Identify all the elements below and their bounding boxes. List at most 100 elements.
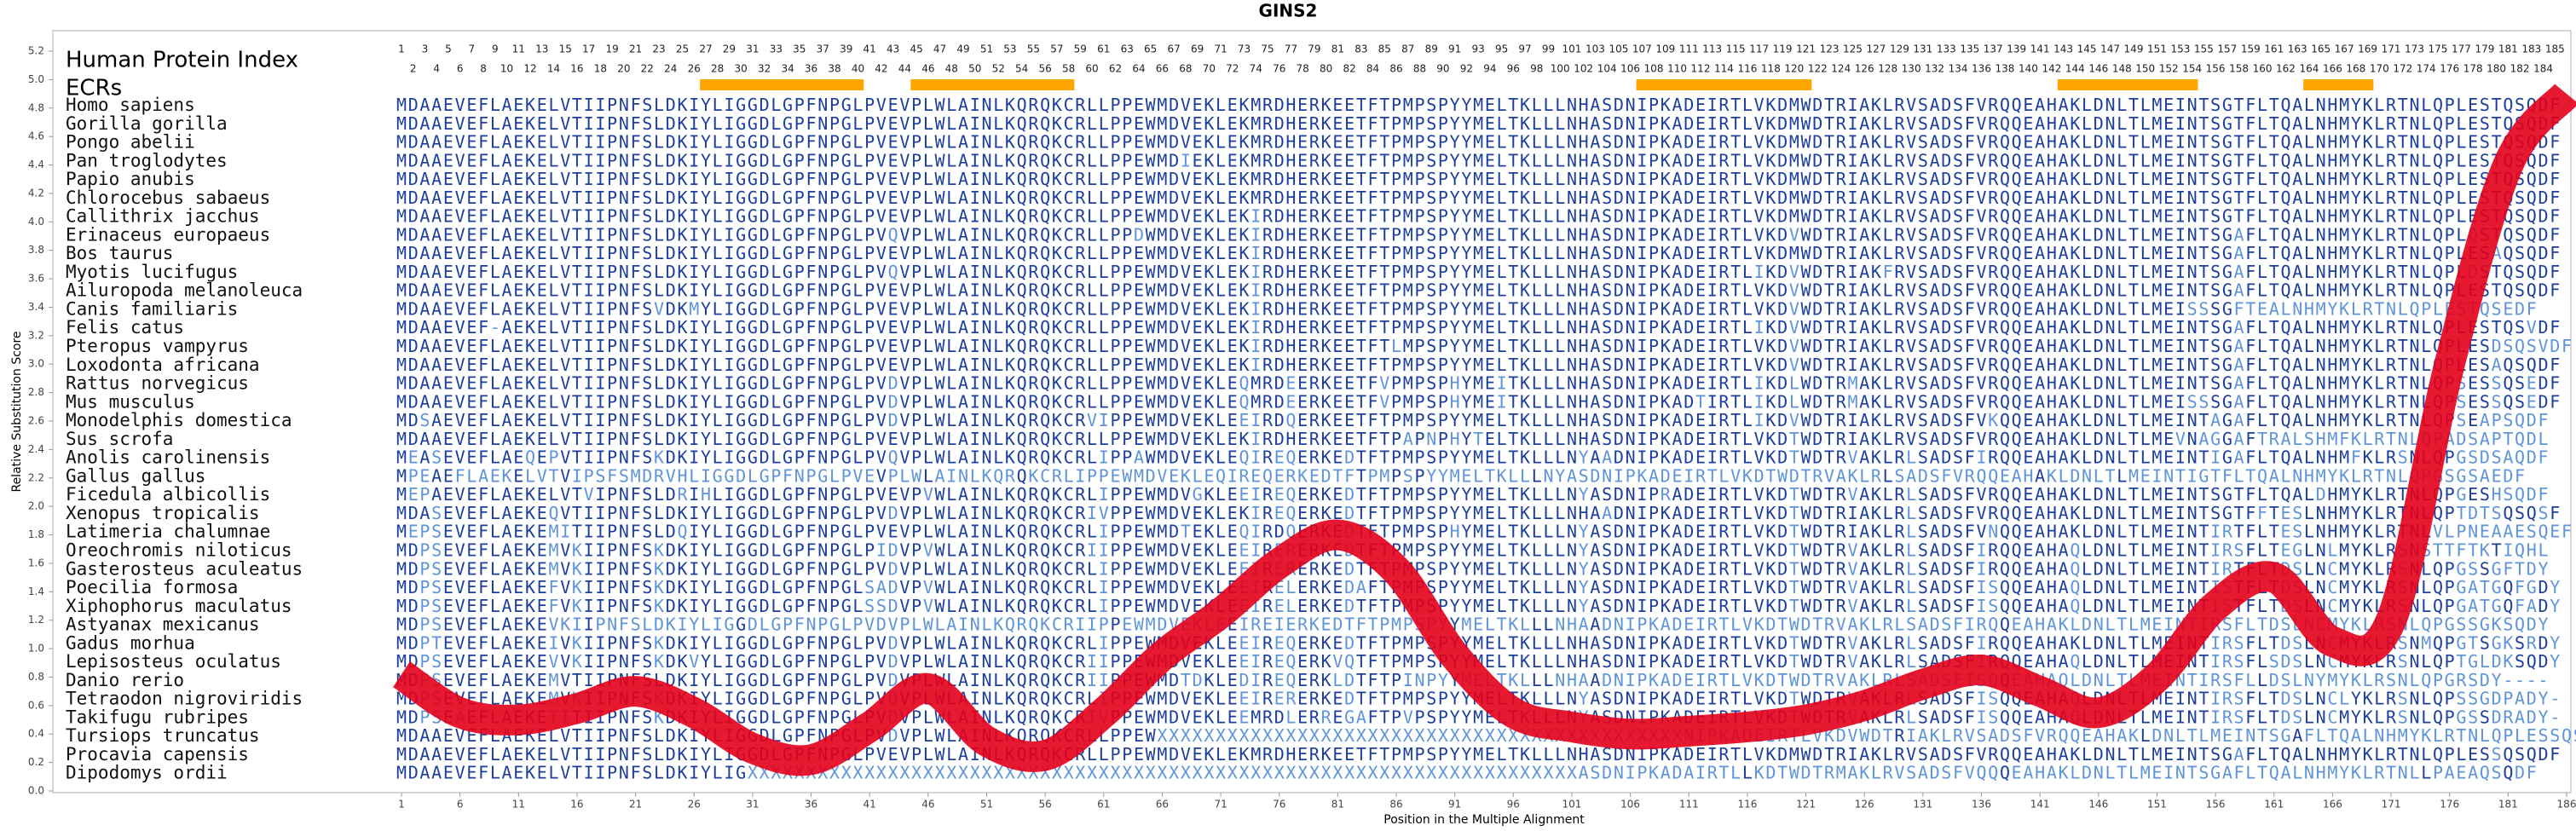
index-number: 54 [1015,63,1028,75]
index-number: 152 [2159,63,2179,75]
species-name: Homo sapiens [66,95,195,115]
sequence: MDAAEVEFLAEKELVTIIPNFSVDKMYLIGGDLGPFNPGL… [396,298,2537,319]
index-number: 30 [735,63,748,75]
index-number: 172 [2393,63,2412,75]
index-number: 69 [1191,43,1204,55]
index-number: 99 [1542,43,1555,55]
y-tick-label: 1.2 [28,614,44,626]
index-number: 141 [2030,43,2050,55]
index-number: 173 [2405,43,2424,55]
index-number: 10 [500,63,513,75]
y-tick-label: 2.6 [28,415,44,427]
index-number: 144 [2065,63,2085,75]
index-number: 155 [2194,43,2214,55]
index-number: 167 [2335,43,2354,55]
index-number: 79 [1308,43,1320,55]
index-number: 56 [1038,63,1051,75]
index-number: 145 [2077,43,2097,55]
x-tick-label: 26 [688,799,701,811]
index-number: 83 [1354,43,1367,55]
chart-title: GINS2 [1259,1,1318,21]
index-number: 176 [2440,63,2459,75]
index-number: 42 [875,63,887,75]
y-tick-label: 0.6 [28,699,44,711]
sequence: MDAAEVEFLAEKELVTIIPNFSLDKIYLIGGDLGPFNPGL… [396,336,2572,356]
x-tick-label: 176 [2440,799,2459,811]
index-number: 1 [398,43,405,55]
sequence: MDAAEVEFLAEKELVTIIPNFSLDKIYLIGXXXXXXXXXX… [396,762,2537,782]
sequence: MDAAEVEFLAEKELVTIIPNFSLDKIYLIGGDLGPFNPGL… [396,243,2560,263]
x-tick-label: 131 [1913,799,1932,811]
species-name: Gorilla gorilla [66,113,228,134]
index-number: 58 [1062,63,1075,75]
index-number: 74 [1250,63,1262,75]
species-name: Pongo abelii [66,132,195,153]
index-number: 48 [945,63,958,75]
index-number: 2 [410,63,417,75]
index-number: 133 [1937,43,1956,55]
index-number: 102 [1574,63,1593,75]
y-tick-label: 1.4 [28,586,44,597]
species-name: Myotis lucifugus [66,262,238,282]
index-number: 134 [1949,63,1968,75]
index-number: 165 [2311,43,2331,55]
y-tick-label: 3.0 [28,358,44,370]
sequence: MEPSEVEFLAEKEMITIIPNFSLDQIYLIGGDLGPFNPGL… [396,521,2572,541]
index-number: 142 [2042,63,2061,75]
index-number: 103 [1585,43,1605,55]
sequence: MDAAEVEFLAEKELVTIIPNFSLDKIYLIGGDLGPFNPGL… [396,205,2560,226]
species-name: Procavia capensis [66,744,249,765]
index-number: 153 [2170,43,2190,55]
index-number: 64 [1132,63,1145,75]
index-number: 77 [1285,43,1297,55]
index-number: 160 [2253,63,2273,75]
x-tick-label: 166 [2323,799,2342,811]
index-number: 108 [1644,63,1664,75]
x-tick-label: 36 [805,799,817,811]
index-number: 49 [956,43,969,55]
x-tick-label: 186 [2557,799,2576,811]
x-tick-label: 46 [921,799,934,811]
index-number: 104 [1597,63,1617,75]
x-tick-label: 106 [1620,799,1640,811]
index-number: 35 [793,43,806,55]
index-number: 96 [1507,63,1520,75]
ecr-bar [1636,79,1812,90]
index-number: 28 [711,63,724,75]
y-tick-label: 3.8 [28,244,44,256]
sequence: MEPAEVEFLAEKELVTVIPNFSLDRIHLIGGDLGPFNPGL… [396,484,2549,505]
index-number: 115 [1726,43,1746,55]
sequence: MDAAEVEFLAEKELVTIIPNFSLDKIYLIGGDLGPFNPGL… [396,280,2560,300]
index-number: 78 [1297,63,1309,75]
index-number: 100 [1551,63,1570,75]
index-number: 140 [2019,63,2038,75]
species-name: Takifugu rubripes [66,707,249,727]
index-number: 175 [2429,43,2448,55]
ecr-bar [910,79,1075,90]
index-number: 94 [1483,63,1496,75]
species-name: Loxodonta africana [66,355,260,375]
index-number: 148 [2112,63,2132,75]
index-number: 93 [1471,43,1484,55]
index-number: 159 [2241,43,2261,55]
index-number: 127 [1866,43,1886,55]
index-number: 143 [2053,43,2073,55]
index-number: 184 [2533,63,2553,75]
index-number: 164 [2299,63,2319,75]
y-tick-label: 1.0 [28,643,44,655]
index-number: 95 [1495,43,1508,55]
index-number: 60 [1085,63,1098,75]
index-number: 146 [2088,63,2108,75]
y-tick-label: 3.2 [28,329,44,341]
index-number: 66 [1156,63,1169,75]
index-number: 131 [1913,43,1932,55]
species-name: Gallus gallus [66,465,205,486]
index-number: 182 [2510,63,2530,75]
index-number: 70 [1203,63,1216,75]
sequence: MDSAEVEFLAEKELVTIIPNFSLDKIYLIGGDLGPFNPGL… [396,410,2549,430]
index-number: 29 [723,43,736,55]
index-number: 125 [1843,43,1863,55]
index-number: 87 [1401,43,1414,55]
y-tick-label: 0.2 [28,756,44,768]
